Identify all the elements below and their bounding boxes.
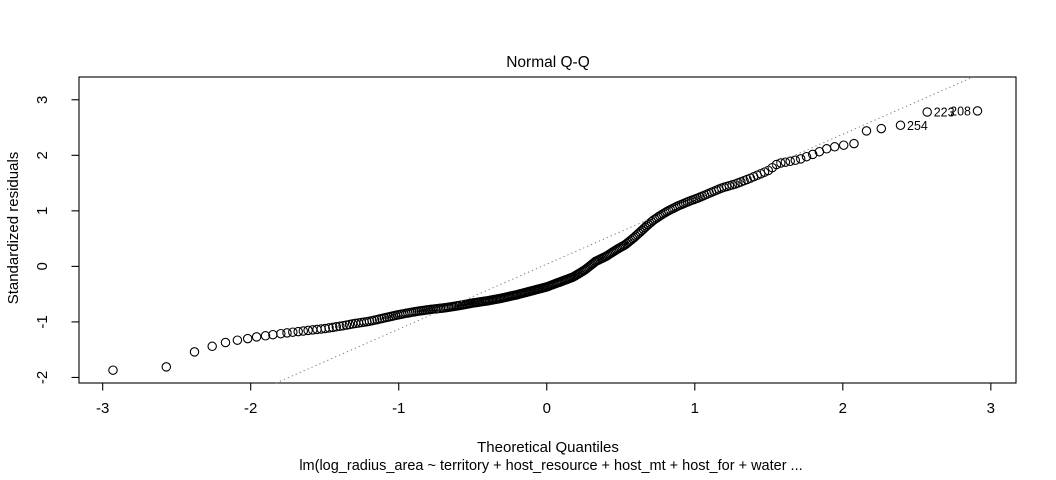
data-point bbox=[242, 333, 253, 344]
data-point bbox=[838, 140, 849, 150]
data-point bbox=[220, 337, 231, 348]
y-axis-tick-label: 2 bbox=[34, 151, 51, 159]
data-point bbox=[849, 138, 859, 149]
data-point bbox=[895, 120, 906, 131]
data-point bbox=[268, 329, 278, 340]
data-point bbox=[324, 323, 334, 333]
data-point bbox=[320, 323, 330, 334]
data-point bbox=[293, 326, 303, 337]
data-point bbox=[780, 157, 791, 167]
x-axis-title: Theoretical Quantiles bbox=[477, 439, 619, 456]
y-axis-tick-label: 0 bbox=[34, 262, 51, 270]
data-point bbox=[260, 331, 271, 341]
data-point bbox=[785, 156, 795, 167]
outlier-label: 254 bbox=[907, 119, 928, 133]
qq-reference-line bbox=[275, 76, 974, 384]
data-point bbox=[189, 347, 200, 357]
data-point bbox=[288, 327, 298, 337]
y-axis-title: Standardized residuals bbox=[5, 152, 22, 305]
x-axis-tick-label: 2 bbox=[839, 400, 847, 417]
data-point bbox=[801, 151, 812, 162]
x-axis-tick-label: -3 bbox=[96, 400, 109, 417]
model-formula-subtitle: lm(log_radius_area ~ territory + host_re… bbox=[299, 458, 802, 474]
data-point bbox=[298, 326, 309, 336]
x-axis-tick-label: 3 bbox=[987, 400, 995, 417]
y-axis-tick-label: 3 bbox=[34, 96, 51, 104]
data-point bbox=[207, 341, 217, 352]
data-point bbox=[972, 106, 983, 116]
plot-border bbox=[78, 76, 1017, 384]
data-point bbox=[251, 332, 262, 342]
data-point bbox=[232, 335, 243, 345]
data-point bbox=[331, 322, 342, 332]
data-point bbox=[338, 320, 348, 331]
x-axis-tick-label: -1 bbox=[392, 400, 405, 417]
data-point bbox=[108, 365, 118, 375]
data-point bbox=[790, 155, 801, 166]
y-axis-tick-label: -1 bbox=[34, 315, 51, 328]
data-point bbox=[829, 142, 840, 152]
x-axis-tick-label: 0 bbox=[543, 400, 551, 417]
data-point bbox=[861, 126, 872, 136]
plot-title: Normal Q-Q bbox=[506, 54, 590, 71]
data-point bbox=[807, 149, 818, 160]
data-point bbox=[771, 159, 782, 170]
y-axis-tick-label: 1 bbox=[34, 207, 51, 215]
data-point bbox=[161, 362, 172, 372]
data-point bbox=[795, 154, 806, 164]
data-point bbox=[328, 322, 338, 333]
data-point bbox=[821, 144, 832, 154]
data-point bbox=[335, 321, 345, 332]
data-point bbox=[344, 319, 355, 330]
outlier-label: 208 bbox=[950, 104, 971, 118]
outlier-label: 223 bbox=[934, 106, 955, 120]
x-axis-tick-label: 1 bbox=[691, 400, 699, 417]
y-axis-tick-label: -2 bbox=[34, 371, 51, 384]
data-point bbox=[876, 123, 887, 134]
data-point bbox=[303, 325, 313, 336]
x-axis-tick-label: -2 bbox=[244, 400, 257, 417]
data-point bbox=[341, 320, 352, 330]
data-point bbox=[922, 107, 932, 117]
data-point bbox=[282, 328, 292, 338]
